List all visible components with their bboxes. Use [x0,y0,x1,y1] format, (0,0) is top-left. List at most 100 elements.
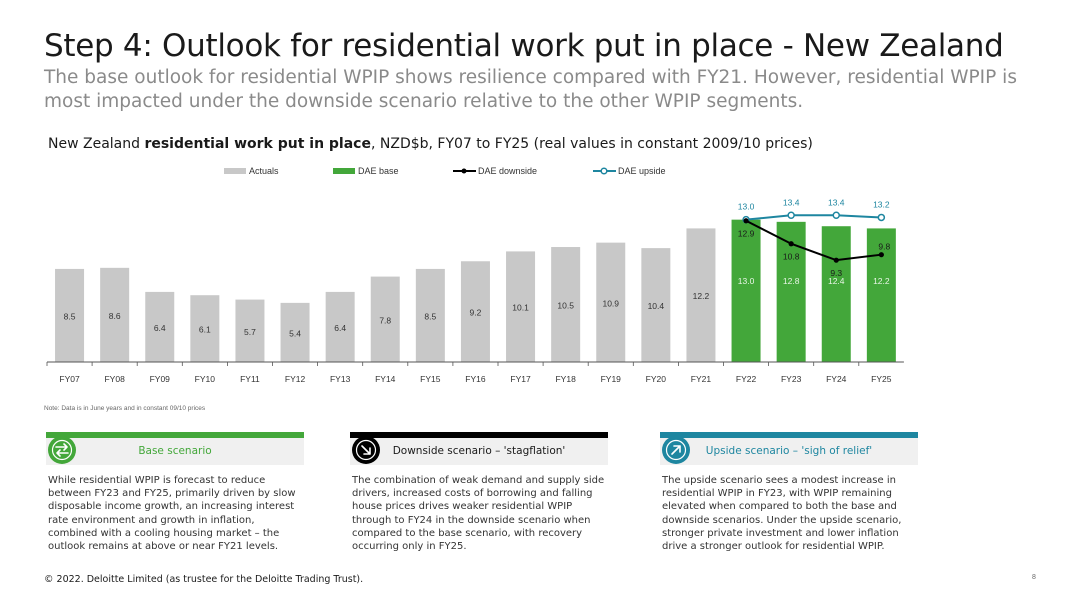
downside-value-label: 10.8 [783,252,800,262]
x-tick-label: FY21 [691,374,712,384]
x-tick-label: FY23 [781,374,802,384]
x-tick-label: FY25 [871,374,892,384]
x-tick-label: FY08 [104,374,125,384]
legend-label-upside: DAE upside [618,166,666,176]
downside-value-label: 9.8 [878,242,890,252]
downside-line [745,219,882,262]
chart-title-bold: residential work put in place [144,136,371,152]
legend-label-base: DAE base [358,166,399,176]
x-tick-label: FY10 [195,374,216,384]
footer-copyright: © 2022. Deloitte Limited (as trustee for… [44,574,364,585]
card-title: Upside scenario – 'sigh of relief' [705,445,873,457]
x-tick-label: FY17 [510,374,531,384]
downside-scenario-card: Downside scenario – 'stagflation' The co… [350,432,608,562]
card-body: While residential WPIP is forecast to re… [48,475,296,553]
legend-label-downside: DAE downside [478,166,537,176]
downside-point [743,218,749,224]
bar-value-label: 9.2 [470,308,482,318]
page-subtitle: The base outlook for residential WPIP sh… [44,67,1017,112]
bar-actuals [190,295,220,362]
chart-title: New Zealand residential work put in plac… [48,136,813,152]
bar-value-label: 13.0 [738,276,755,286]
bar-value-label: 10.9 [602,298,619,308]
x-tick-label: FY16 [465,374,486,384]
bar-value-label: 6.1 [199,325,211,335]
x-tick-label: FY20 [646,374,667,384]
upside-value-label: 13.4 [783,197,800,207]
bar-dae-base [866,228,896,362]
x-tick-label: FY18 [555,374,576,384]
chart-note: Note: Data is in June years and in const… [44,405,206,412]
card-body: The upside scenario sees a modest increa… [662,475,902,553]
bar-actuals [235,299,265,362]
legend-swatch-base [333,168,355,174]
bar-dae-base [821,226,851,362]
bar-value-label: 10.1 [512,303,529,313]
upside-point [832,211,840,220]
bar-actuals [325,291,355,362]
card-header: Downside scenario – 'stagflation' [350,438,608,465]
card-title: Downside scenario – 'stagflation' [392,445,566,457]
card-accent-bar [46,432,304,438]
x-tick-label: FY11 [240,374,260,384]
x-tick-label: FY19 [601,374,622,384]
downside-point [833,257,839,263]
bar-actuals [415,268,445,362]
card-header: Upside scenario – 'sigh of relief' [660,438,918,465]
x-tick-label: FY07 [59,374,80,384]
upside-point [787,211,795,220]
bar-value-label: 7.8 [379,315,391,325]
bar-value-label: 10.4 [648,301,665,311]
bar-value-label: 6.4 [334,323,346,333]
bar-value-label: 10.5 [557,301,574,311]
legend-label-actuals: Actuals [249,166,279,176]
legend-marker-downside [461,168,467,174]
bar-actuals [596,242,626,362]
legend-swatch-actuals [224,168,246,174]
x-tick-label: FY09 [150,374,171,384]
arrow-down-right-icon [352,436,380,464]
bar-value-label: 12.2 [693,291,710,301]
bar-value-label: 8.5 [424,311,436,321]
chart-title-suffix: , NZD$b, FY07 to FY25 (real values in co… [370,136,813,152]
upside-value-label: 13.0 [738,202,755,212]
chart-title-prefix: New Zealand [48,136,145,152]
upside-line [745,214,882,221]
legend-marker-upside [600,167,608,175]
bar-actuals [641,248,671,362]
bar-value-label: 12.8 [783,276,800,286]
card-accent-bar [350,432,608,438]
base-scenario-card: Base scenario While residential WPIP is … [46,432,304,562]
downside-point [788,241,794,247]
bar-value-label: 12.2 [873,276,890,286]
x-tick-label: FY24 [826,374,847,384]
bar-value-label: 8.5 [64,311,76,321]
upside-value-label: 13.2 [873,199,890,209]
downside-point [878,252,884,258]
x-tick-label: FY14 [375,374,396,384]
x-tick-label: FY13 [330,374,351,384]
card-header: Base scenario [46,438,304,465]
bar-value-label: 5.7 [244,327,256,337]
x-tick-label: FY15 [420,374,441,384]
bar-actuals [506,251,536,362]
arrows-exchange-icon [48,436,76,464]
bar-actuals [100,267,130,362]
wpip-chart: Actuals DAE base DAE downside DAE upside 8.5… [46,166,904,384]
bar-actuals [686,228,716,362]
bar-actuals [551,247,581,362]
upside-point [877,213,886,222]
bar-value-label: 6.4 [154,323,166,333]
upside-value-label: 13.4 [828,197,845,207]
upside-scenario-card: Upside scenario – 'sigh of relief' The u… [660,432,918,562]
downside-value-label: 9.3 [830,268,842,278]
x-tick-label: FY22 [736,374,757,384]
bar-actuals [460,261,490,362]
bar-actuals [370,276,400,362]
card-body: The combination of weak demand and suppl… [352,475,605,553]
x-tick-label: FY12 [285,374,306,384]
card-title: Base scenario [138,445,212,457]
page-number: 8 [1032,574,1036,581]
arrow-up-right-icon [662,436,690,464]
bar-value-label: 5.4 [289,328,301,338]
